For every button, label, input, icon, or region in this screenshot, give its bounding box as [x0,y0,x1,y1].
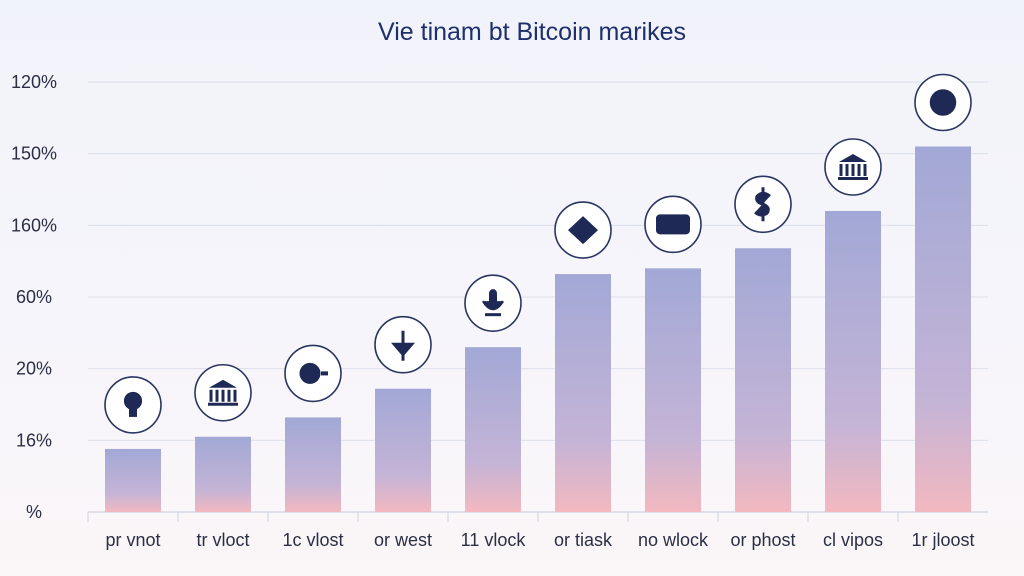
bar-2 [195,436,251,512]
x-tick-label: or tiask [554,530,613,550]
bar-5 [465,347,521,512]
x-tick-label: tr vloct [196,530,249,550]
bar-6 [555,274,611,512]
chart-title: Vie tinam bt Bitcoin marikes [378,18,686,46]
microphone-icon [464,274,522,332]
lightbulb-icon [104,376,162,434]
bitcoin-ring-icon [914,73,972,132]
y-tick-label: % [26,502,42,522]
bar-4 [375,388,431,512]
bar-icons [104,73,972,434]
diamond-icon [554,201,612,259]
dollar-sign-icon [734,175,792,234]
wallet-icon [644,195,702,254]
shield-arrow-icon [374,315,432,374]
bar-9 [825,211,881,512]
bank-building-icon [824,138,882,196]
y-tick-label: 120% [11,72,57,92]
x-tick-label: or phost [730,530,795,550]
y-tick-label: 160% [11,215,57,235]
x-tick-label: pr vnot [105,530,160,550]
bar-3 [285,417,341,512]
x-tick-label: 1c vlost [282,530,343,550]
x-tick-label: 11 vlock [461,530,527,550]
y-tick-label: 150% [11,144,57,164]
bar-7 [645,268,701,512]
y-tick-label: 20% [16,359,52,379]
y-tick-label: 60% [16,287,52,307]
x-tick-label: 1r jloost [911,530,974,550]
x-tick-label: or west [374,530,432,550]
bars [87,146,971,522]
bar-1 [105,448,161,512]
coin-icon [284,344,342,403]
bar-8 [735,248,791,512]
x-axis-ticks: pr vnot tr vloct 1c vlost or west 11 vlock or… [105,530,974,550]
y-axis-ticks: % 16% 20% 60% 160% 150% 120% [11,72,57,522]
y-tick-label: 16% [16,430,52,450]
bank-icon [194,363,252,422]
bar-10 [915,146,971,512]
x-tick-label: no wlock [638,530,709,550]
x-tick-label: cl vipos [823,530,883,550]
